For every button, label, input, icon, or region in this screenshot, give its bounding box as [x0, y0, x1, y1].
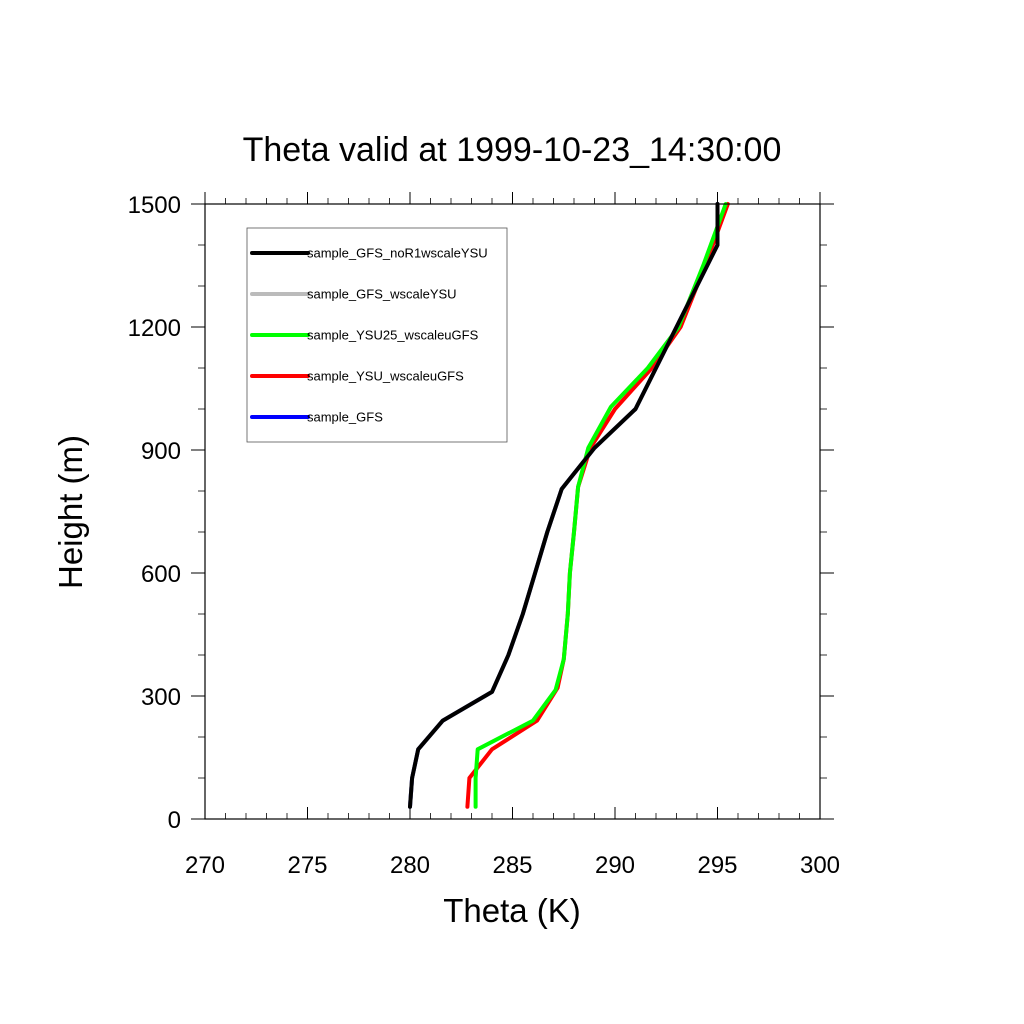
x-tick-label: 280: [390, 852, 430, 879]
x-tick-label: 295: [697, 852, 737, 879]
legend-label: sample_YSU_wscaleuGFS: [307, 369, 464, 384]
y-tick-label: 0: [168, 807, 181, 834]
legend-label: sample_GFS_noR1wscaleYSU: [307, 246, 488, 261]
x-tick-label: 300: [800, 852, 840, 879]
series-line-sample_YSU25_wscaleuGFS: [473, 202, 728, 809]
chart-title: Theta valid at 1999-10-23_14:30:00: [243, 131, 782, 169]
y-tick-label: 1500: [128, 192, 181, 219]
legend-label: sample_GFS: [307, 410, 383, 425]
y-axis-label: Height (m): [52, 435, 89, 589]
legend: sample_GFS_noR1wscaleYSU sample_GFS_wscal…: [246, 227, 508, 443]
legend-items: sample_GFS_noR1wscaleYSU sample_GFS_wscal…: [250, 246, 488, 425]
series-line-sample_GFS_noR1wscaleYSU: [408, 202, 720, 809]
x-tick-label: 290: [595, 852, 635, 879]
ticks-layer: 270 275 280 285 290 295 300 0 300 600 900 1200 1500: [128, 192, 840, 879]
x-tick-label: 275: [287, 852, 327, 879]
y-tick-label: 900: [141, 438, 181, 465]
x-axis-label: Theta (K): [443, 892, 581, 929]
y-tick-label: 300: [141, 684, 181, 711]
legend-label: sample_YSU25_wscaleuGFS: [307, 328, 479, 343]
legend-label: sample_GFS_wscaleYSU: [307, 287, 457, 302]
y-tick-label: 1200: [128, 315, 181, 342]
y-tick-label: 600: [141, 561, 181, 588]
series-layer: [408, 202, 730, 809]
x-tick-label: 270: [185, 852, 225, 879]
x-tick-label: 285: [492, 852, 532, 879]
